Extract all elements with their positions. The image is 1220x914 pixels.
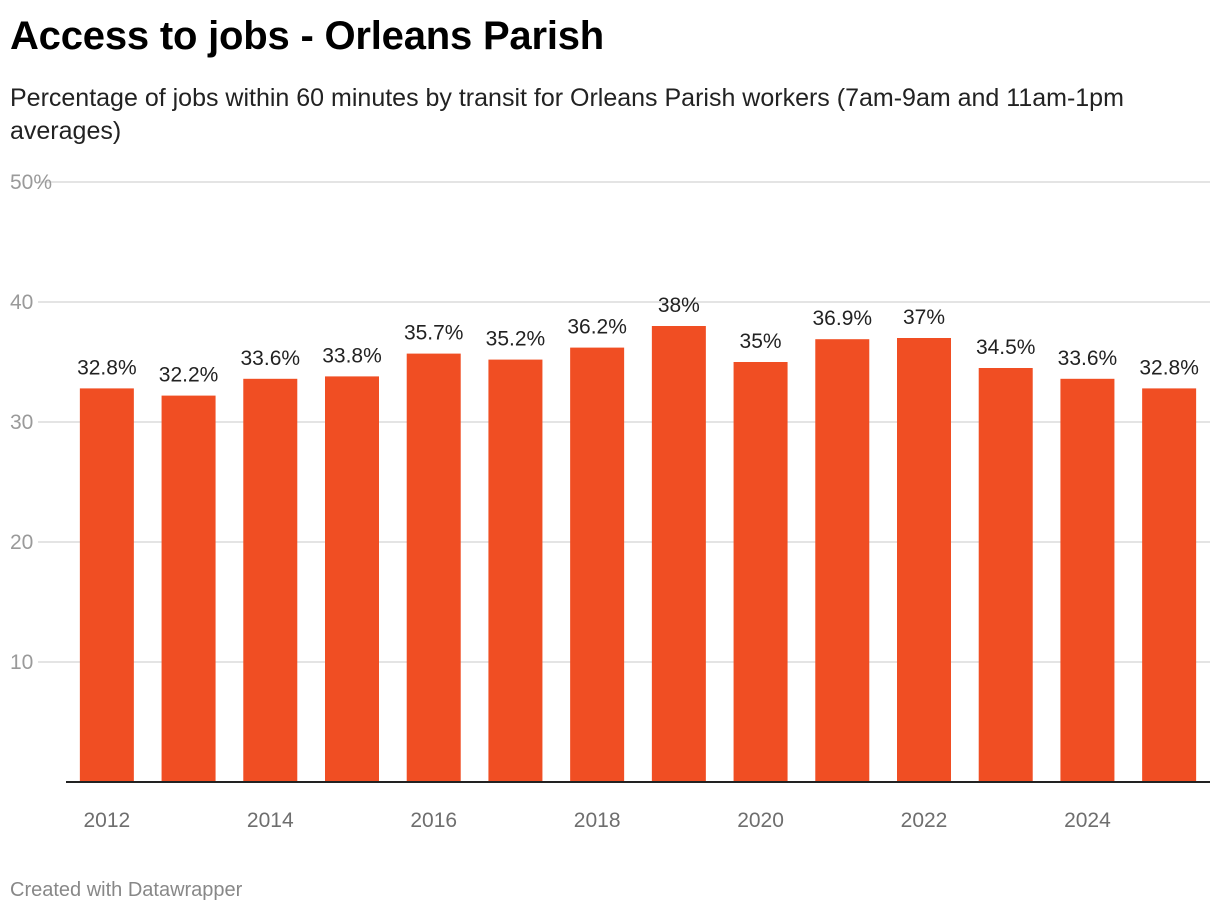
data-label: 38% bbox=[658, 294, 700, 317]
data-labels: 32.8% 32.2% 33.6% 33.8% 35.7% 35.2% 36.2% 38% 35… bbox=[77, 294, 1199, 387]
y-tick-label: 20 bbox=[10, 531, 33, 554]
bar bbox=[406, 353, 461, 782]
y-tick-label: 10 bbox=[10, 651, 33, 674]
x-tick-label: 2018 bbox=[574, 809, 621, 832]
data-label: 32.8% bbox=[77, 356, 137, 379]
bar bbox=[815, 339, 870, 782]
bar bbox=[733, 362, 788, 782]
bar bbox=[79, 388, 134, 782]
data-label: 33.6% bbox=[1058, 347, 1118, 370]
data-label: 33.8% bbox=[322, 344, 382, 367]
y-tick-label: 30 bbox=[10, 411, 33, 434]
y-axis: 10 20 30 40 50% bbox=[10, 171, 52, 674]
bar bbox=[651, 326, 706, 782]
bar bbox=[325, 376, 379, 782]
x-tick-label: 2014 bbox=[247, 809, 294, 832]
y-tick-label: 50% bbox=[10, 171, 52, 194]
bar bbox=[161, 395, 216, 782]
bars bbox=[79, 326, 1197, 782]
footer-credit: Created with Datawrapper bbox=[10, 879, 243, 901]
data-label: 37% bbox=[903, 306, 945, 329]
bar-chart: 10 20 30 40 50% 32.8% 32.2% 33.6% 33.8% 35.7% 35.… bbox=[10, 171, 1210, 832]
bar bbox=[1060, 378, 1115, 782]
x-tick-label: 2020 bbox=[737, 809, 784, 832]
data-label: 35% bbox=[740, 330, 782, 353]
data-label: 32.2% bbox=[159, 364, 219, 387]
bar bbox=[978, 368, 1033, 782]
bar bbox=[243, 378, 298, 782]
chart-subtitle: Percentage of jobs within 60 minutes by … bbox=[10, 84, 1124, 145]
data-label: 36.9% bbox=[813, 307, 873, 330]
y-tick-label: 40 bbox=[10, 291, 33, 314]
data-label: 34.5% bbox=[976, 336, 1036, 359]
x-tick-label: 2024 bbox=[1064, 809, 1111, 832]
bar bbox=[897, 338, 951, 782]
data-label: 36.2% bbox=[567, 316, 627, 339]
x-tick-label: 2012 bbox=[83, 809, 130, 832]
data-label: 33.6% bbox=[241, 347, 301, 370]
data-label: 35.7% bbox=[404, 322, 464, 345]
x-axis-ticks: 2012 2014 2016 2018 2020 2022 2024 bbox=[83, 809, 1111, 832]
x-tick-label: 2022 bbox=[901, 809, 948, 832]
chart-title: Access to jobs - Orleans Parish bbox=[10, 14, 605, 58]
data-label: 35.2% bbox=[486, 328, 546, 351]
data-label: 32.8% bbox=[1139, 356, 1199, 379]
x-tick-label: 2016 bbox=[410, 809, 457, 832]
bar bbox=[1142, 388, 1197, 782]
bar bbox=[488, 359, 543, 782]
bar bbox=[570, 347, 625, 782]
